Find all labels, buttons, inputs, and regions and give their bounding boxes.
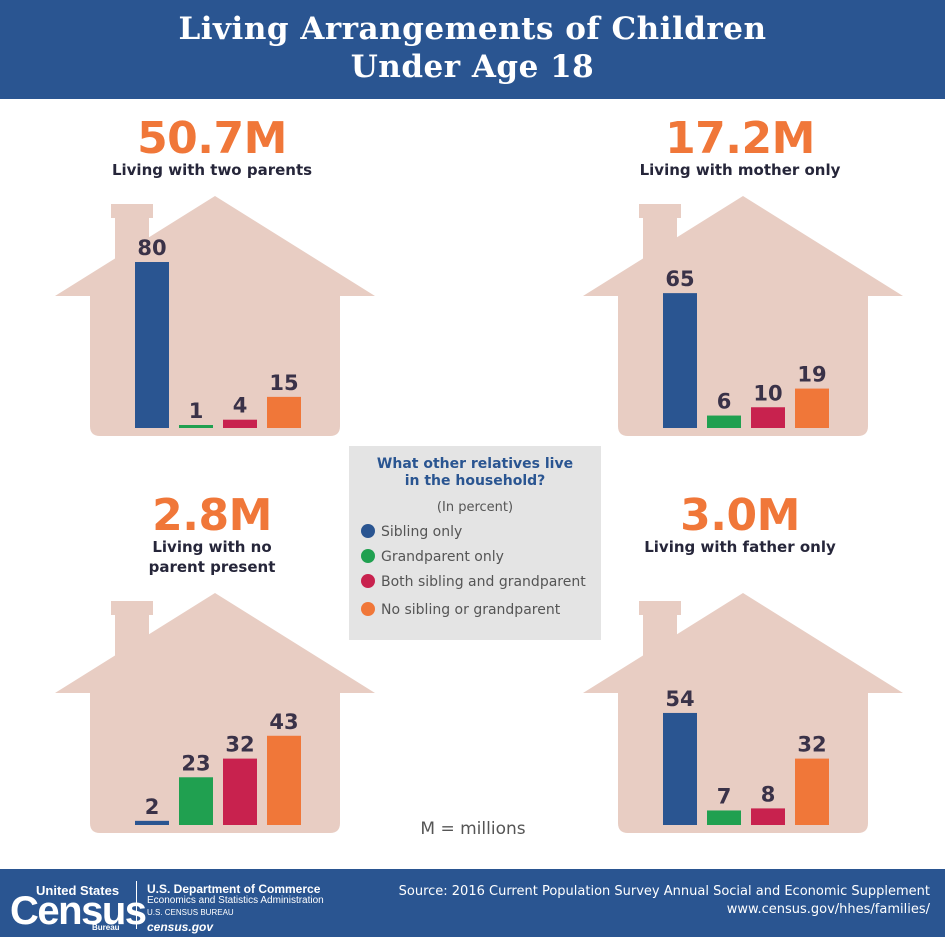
house-chart-mother-only: 65 6 10 19 — [583, 196, 903, 436]
value-label-none: 43 — [269, 710, 298, 734]
house-body — [583, 196, 903, 436]
logo-united-states: United States — [36, 883, 120, 898]
legend-item-both: Both sibling and grandparent — [361, 574, 586, 592]
caption-mother-only: Living with mother only — [639, 161, 841, 179]
legend-label-sibling: Sibling only — [381, 524, 463, 540]
house-body — [583, 593, 903, 833]
source-block: Source: 2016 Current Population Survey A… — [399, 883, 930, 919]
bar-sibling — [663, 712, 697, 825]
dept-line-2: Economics and Statistics Administration — [147, 895, 324, 906]
bar-both — [751, 808, 785, 825]
value-label-grandparent: 6 — [717, 390, 732, 414]
amount-no-parent: 2.8M — [152, 490, 272, 541]
bar-grandparent — [707, 415, 741, 428]
bar-grandparent — [707, 810, 741, 825]
legend-title: What other relatives live in the househo… — [349, 456, 601, 490]
none-dot-icon — [361, 602, 375, 616]
value-label-both: 32 — [225, 733, 254, 757]
bar-none — [267, 396, 301, 428]
legend-label-both: Both sibling and grandparent — [381, 574, 586, 590]
bar-both — [223, 758, 257, 825]
house-chart-two-parents: 80 1 4 15 — [55, 196, 375, 436]
bar-sibling — [135, 262, 169, 428]
chimney — [643, 214, 677, 274]
bar-none — [795, 758, 829, 825]
title-line-2: Under Age 18 — [350, 49, 595, 85]
bar-sibling — [135, 820, 169, 825]
value-label-both: 10 — [753, 381, 782, 405]
footer-divider — [136, 881, 137, 929]
bar-none — [795, 388, 829, 428]
value-label-both: 8 — [761, 782, 776, 806]
amount-father-only: 3.0M — [680, 490, 800, 541]
legend-label-grandparent: Grandparent only — [381, 549, 504, 565]
millions-note: M = millions — [420, 819, 526, 839]
bar-both — [223, 419, 257, 428]
house-chart-father-only: 54 7 8 32 — [583, 593, 903, 833]
department-block: U.S. Department of Commerce Economics an… — [147, 883, 324, 933]
chimney — [643, 611, 677, 671]
grandparent-dot-icon — [361, 549, 375, 563]
legend-unit: (In percent) — [436, 500, 514, 515]
value-label-grandparent: 1 — [189, 399, 204, 423]
bar-none — [267, 735, 301, 825]
value-label-sibling: 2 — [145, 795, 160, 819]
legend-item-none: No sibling or grandparent — [361, 602, 560, 620]
census-logo[interactable]: Census — [10, 889, 147, 933]
legend-item-sibling: Sibling only — [361, 524, 462, 542]
chimney — [115, 611, 149, 671]
caption-no-parent: Living with no parent present — [52, 537, 372, 577]
legend-label-none: No sibling or grandparent — [381, 602, 561, 618]
house-body — [55, 593, 375, 833]
dept-line-1: U.S. Department of Commerce — [147, 882, 321, 896]
amount-mother-only: 17.2M — [665, 113, 815, 164]
amount-two-parents: 50.7M — [137, 113, 287, 164]
legend-box: What other relatives live in the househo… — [349, 446, 601, 640]
logo-bureau: Bureau — [92, 923, 120, 932]
both-dot-icon — [361, 574, 375, 588]
value-label-sibling: 65 — [665, 267, 694, 291]
bar-grandparent — [179, 777, 213, 825]
house-chart-no-parent: 2 23 32 43 — [55, 593, 375, 833]
legend-title-line-1: What other relatives live — [376, 456, 574, 472]
value-label-sibling: 54 — [665, 687, 694, 711]
title-line-1: Living Arrangements of Children — [178, 11, 767, 47]
caption-no-parent-line-1: Living with no — [152, 538, 272, 556]
value-label-grandparent: 23 — [181, 751, 210, 775]
source-url-link[interactable]: www.census.gov/hhes/families/ — [726, 902, 930, 917]
legend-item-grandparent: Grandparent only — [361, 549, 504, 567]
value-label-grandparent: 7 — [717, 784, 732, 808]
bar-both — [751, 407, 785, 428]
value-label-both: 4 — [233, 394, 248, 418]
footer-banner: United States Census Bureau U.S. Departm… — [0, 869, 945, 937]
bar-grandparent — [179, 425, 213, 428]
value-label-none: 19 — [797, 363, 826, 387]
bar-sibling — [663, 293, 697, 428]
house-body — [55, 196, 375, 436]
sibling-dot-icon — [361, 524, 375, 538]
value-label-sibling: 80 — [137, 236, 166, 260]
value-label-none: 15 — [269, 371, 298, 395]
title-banner: Living Arrangements of Children Under Ag… — [0, 0, 945, 99]
caption-two-parents: Living with two parents — [111, 161, 313, 179]
caption-father-only: Living with father only — [644, 538, 836, 556]
source-text: Source: 2016 Current Population Survey A… — [398, 884, 930, 899]
dept-line-3: U.S. CENSUS BUREAU — [147, 908, 234, 917]
legend-title-line-2: in the household? — [404, 473, 546, 489]
caption-no-parent-line-2: parent present — [148, 558, 276, 576]
census-gov-link[interactable]: census.gov — [147, 920, 214, 934]
value-label-none: 32 — [797, 733, 826, 757]
